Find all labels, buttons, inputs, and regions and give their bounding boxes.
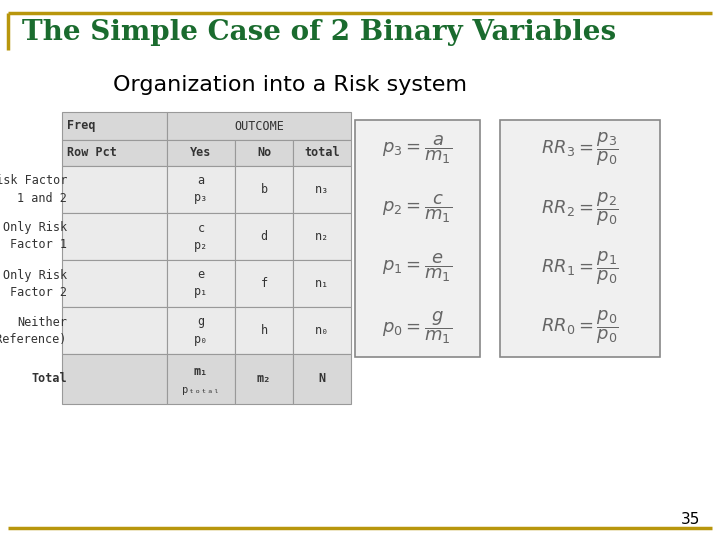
Text: The Simple Case of 2 Binary Variables: The Simple Case of 2 Binary Variables bbox=[22, 18, 616, 45]
Text: h: h bbox=[261, 324, 268, 337]
Bar bbox=[235, 260, 293, 307]
Text: $p_2 = \dfrac{c}{m_1}$: $p_2 = \dfrac{c}{m_1}$ bbox=[382, 193, 453, 225]
Bar bbox=[62, 354, 167, 404]
Bar bbox=[167, 307, 235, 354]
Text: pₜₒₜₐₗ: pₜₒₜₐₗ bbox=[182, 385, 220, 395]
Text: m₂: m₂ bbox=[257, 373, 271, 386]
Bar bbox=[62, 166, 167, 213]
Text: No: No bbox=[257, 146, 271, 159]
Text: g
p₀: g p₀ bbox=[194, 315, 208, 346]
Bar bbox=[167, 112, 351, 140]
Bar bbox=[62, 213, 167, 260]
Text: Row Pct: Row Pct bbox=[67, 146, 117, 159]
Text: m₁: m₁ bbox=[194, 365, 208, 378]
Bar bbox=[293, 354, 351, 404]
Bar bbox=[355, 120, 480, 357]
Bar bbox=[235, 354, 293, 404]
Text: b: b bbox=[261, 183, 268, 196]
Text: n₁: n₁ bbox=[315, 277, 329, 290]
Text: Freq: Freq bbox=[67, 119, 96, 132]
Bar bbox=[293, 260, 351, 307]
Text: d: d bbox=[261, 230, 268, 243]
Bar bbox=[500, 120, 660, 357]
Text: a
p₃: a p₃ bbox=[194, 174, 208, 205]
Bar bbox=[235, 307, 293, 354]
Bar bbox=[293, 166, 351, 213]
Text: Total: Total bbox=[32, 373, 67, 386]
Text: Organization into a Risk system: Organization into a Risk system bbox=[113, 75, 467, 95]
Text: $RR_0 = \dfrac{p_0}{p_0}$: $RR_0 = \dfrac{p_0}{p_0}$ bbox=[541, 308, 618, 346]
Bar bbox=[235, 140, 293, 166]
Text: Risk Factor
1 and 2: Risk Factor 1 and 2 bbox=[0, 174, 67, 205]
Bar bbox=[62, 307, 167, 354]
Text: N: N bbox=[318, 373, 325, 386]
Text: n₂: n₂ bbox=[315, 230, 329, 243]
Bar bbox=[167, 166, 235, 213]
Bar bbox=[293, 307, 351, 354]
Bar bbox=[62, 112, 167, 140]
Text: $RR_3 = \dfrac{p_3}{p_0}$: $RR_3 = \dfrac{p_3}{p_0}$ bbox=[541, 131, 618, 168]
Text: Yes: Yes bbox=[190, 146, 212, 159]
Bar bbox=[235, 166, 293, 213]
Text: Only Risk
Factor 2: Only Risk Factor 2 bbox=[3, 268, 67, 299]
Text: $p_3 = \dfrac{a}{m_1}$: $p_3 = \dfrac{a}{m_1}$ bbox=[382, 133, 453, 166]
Bar bbox=[167, 213, 235, 260]
Bar bbox=[293, 213, 351, 260]
Text: Only Risk
Factor 1: Only Risk Factor 1 bbox=[3, 221, 67, 252]
Bar bbox=[62, 140, 167, 166]
Text: OUTCOME: OUTCOME bbox=[234, 119, 284, 132]
Text: $p_0 = \dfrac{g}{m_1}$: $p_0 = \dfrac{g}{m_1}$ bbox=[382, 309, 453, 346]
Text: Neither
(Reference): Neither (Reference) bbox=[0, 315, 67, 346]
Bar bbox=[293, 140, 351, 166]
Text: f: f bbox=[261, 277, 268, 290]
Text: $p_1 = \dfrac{e}{m_1}$: $p_1 = \dfrac{e}{m_1}$ bbox=[382, 252, 453, 285]
Text: n₃: n₃ bbox=[315, 183, 329, 196]
Text: 35: 35 bbox=[680, 512, 700, 528]
Bar bbox=[235, 213, 293, 260]
Bar bbox=[167, 260, 235, 307]
Text: $RR_2 = \dfrac{p_2}{p_0}$: $RR_2 = \dfrac{p_2}{p_0}$ bbox=[541, 190, 618, 228]
Bar bbox=[62, 260, 167, 307]
Text: n₀: n₀ bbox=[315, 324, 329, 337]
Bar bbox=[167, 140, 235, 166]
Text: e
p₁: e p₁ bbox=[194, 268, 208, 299]
Text: c
p₂: c p₂ bbox=[194, 221, 208, 252]
Bar bbox=[167, 354, 235, 404]
Text: total: total bbox=[304, 146, 340, 159]
Text: $RR_1 = \dfrac{p_1}{p_0}$: $RR_1 = \dfrac{p_1}{p_0}$ bbox=[541, 249, 618, 287]
